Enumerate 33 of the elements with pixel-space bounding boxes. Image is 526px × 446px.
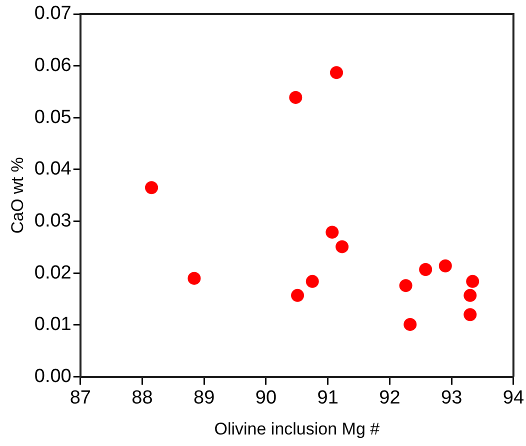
y-tick-label: 0.02 [34, 262, 72, 284]
point [188, 272, 201, 285]
point [289, 90, 302, 104]
y-tick-label: 0.04 [34, 158, 72, 180]
point [306, 274, 319, 288]
point [336, 240, 349, 254]
point [404, 318, 417, 331]
x-tick-label: 88 [132, 387, 153, 408]
point [145, 181, 158, 194]
y-tick-label: 0.00 [34, 366, 72, 388]
x-tick-label: 92 [379, 387, 400, 408]
point [330, 66, 343, 80]
x-tick-label: 91 [317, 387, 338, 408]
point [438, 259, 452, 272]
y-tick-label: 0.07 [34, 3, 72, 24]
point [466, 274, 480, 288]
x-tick-label: 94 [502, 387, 524, 408]
x-tick-label: 90 [255, 387, 277, 408]
point [419, 263, 432, 276]
x-tick-label: 93 [441, 387, 462, 408]
point [464, 308, 477, 322]
y-axis-title: CaO wt % [8, 157, 27, 234]
x-tick-label: 89 [194, 387, 215, 408]
y-tick-label: 0.03 [34, 210, 72, 232]
x-axis-title: Olivine inclusion Mg # [214, 419, 380, 438]
point [399, 279, 412, 292]
point [464, 288, 477, 302]
y-tick-label: 0.06 [34, 55, 72, 76]
point [326, 226, 339, 239]
y-tick-label: 0.05 [34, 106, 72, 128]
x-tick-label: 87 [70, 387, 91, 408]
point [291, 288, 304, 302]
y-tick-label: 0.01 [34, 314, 72, 336]
